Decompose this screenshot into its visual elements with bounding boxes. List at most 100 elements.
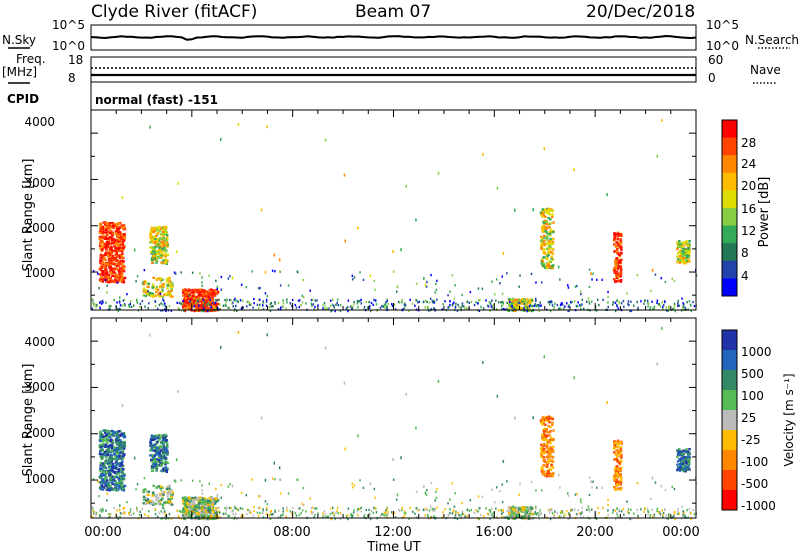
velocity-cell	[668, 515, 670, 517]
power-cell	[203, 305, 205, 307]
velocity-cell	[559, 486, 561, 488]
velocity-cell	[647, 513, 649, 515]
velocity-cell	[166, 495, 169, 497]
velocity-cell	[353, 511, 355, 513]
velocity-cell	[620, 476, 623, 478]
velocity-cell	[508, 512, 511, 514]
power-cell	[231, 302, 233, 304]
velocity-cell	[169, 491, 172, 493]
velocity-cell	[292, 507, 294, 509]
power-cell	[123, 234, 126, 236]
velocity-cell	[103, 474, 106, 476]
velocity-cell	[322, 512, 324, 514]
velocity-cell	[270, 511, 272, 513]
power-cell	[215, 290, 218, 292]
power-cell	[620, 281, 623, 283]
power-cell	[364, 306, 366, 308]
power-cell	[192, 291, 195, 293]
velocity-cell	[109, 440, 112, 442]
velocity-cell	[617, 443, 620, 445]
velocity-cell	[547, 470, 550, 472]
velocity-cell	[461, 502, 463, 504]
power-cell	[676, 248, 679, 250]
power-cell	[619, 238, 622, 240]
power-cell	[607, 296, 609, 298]
velocity-cell	[259, 507, 261, 509]
velocity-cell	[385, 512, 387, 514]
power-cell	[542, 208, 545, 210]
velocity-cell	[357, 510, 359, 512]
power-cell	[313, 303, 315, 305]
power-cell	[678, 300, 680, 302]
velocity-cell	[194, 497, 197, 499]
velocity-cell	[546, 475, 549, 477]
velocity-cell	[683, 450, 686, 452]
power-cell	[155, 295, 158, 297]
velocity-cell	[469, 510, 471, 512]
power-cell	[543, 248, 546, 250]
power-cell	[598, 304, 600, 306]
power-cell	[475, 301, 477, 303]
power-cell	[687, 248, 690, 250]
power-cell	[165, 231, 168, 233]
velocity-cell	[414, 513, 416, 515]
power-cell	[457, 304, 459, 306]
velocity-cell	[544, 424, 547, 426]
velocity-cell	[110, 479, 113, 481]
velocity-cell	[434, 499, 436, 501]
velocity-cell	[286, 509, 288, 511]
power-cell	[497, 187, 499, 190]
velocity-cell	[552, 461, 555, 463]
power-cell	[427, 301, 429, 303]
power-cell	[241, 284, 243, 286]
velocity-cell	[502, 501, 504, 503]
power-cell	[106, 285, 108, 287]
power-cell	[479, 299, 481, 301]
power-cell	[122, 247, 125, 249]
nave-right-tick-bottom: 0	[708, 71, 716, 85]
power-cell	[396, 291, 398, 293]
cpid-text: normal (fast) -151	[95, 93, 218, 107]
velocity-cell	[208, 510, 210, 512]
velocity-cell	[215, 498, 218, 500]
velocity-cell	[546, 465, 549, 467]
velocity-cell	[543, 448, 546, 450]
velocity-cell	[105, 487, 107, 489]
velocity-cell	[535, 508, 537, 510]
velocity-cell	[250, 511, 252, 513]
power-cell	[469, 302, 471, 304]
power-cell	[202, 285, 204, 287]
power-cell	[402, 299, 404, 301]
power-cell	[296, 307, 298, 309]
velocity-cell	[548, 434, 551, 436]
power-cell	[164, 239, 167, 241]
velocity-cell	[644, 507, 646, 509]
power-cell	[601, 279, 603, 281]
velocity-cell	[229, 515, 231, 517]
power-cell	[586, 301, 588, 303]
velocity-cell	[137, 510, 139, 512]
velocity-cell	[192, 499, 195, 501]
power-cell	[123, 227, 126, 229]
power-cell	[397, 285, 399, 288]
power-cell	[162, 303, 164, 305]
velocity-cell	[543, 473, 546, 475]
power-cell	[165, 261, 168, 263]
velocity-cell	[493, 515, 495, 517]
velocity-cell	[351, 513, 353, 515]
velocity-cell	[156, 437, 159, 439]
velocity-cell	[509, 509, 511, 511]
velocity-cell	[102, 508, 104, 510]
velocity-cell	[335, 512, 337, 514]
power-cell	[314, 306, 316, 308]
velocity-cell	[101, 484, 104, 486]
velocity-cell	[588, 508, 590, 510]
power-cell	[272, 270, 274, 272]
power-cell	[180, 303, 182, 305]
velocity-cell	[651, 509, 653, 511]
power-cell	[163, 254, 166, 256]
power-cell	[531, 299, 533, 301]
velocity-cell	[524, 512, 526, 514]
velocity-cell	[262, 508, 264, 510]
velocity-cell	[525, 510, 528, 512]
